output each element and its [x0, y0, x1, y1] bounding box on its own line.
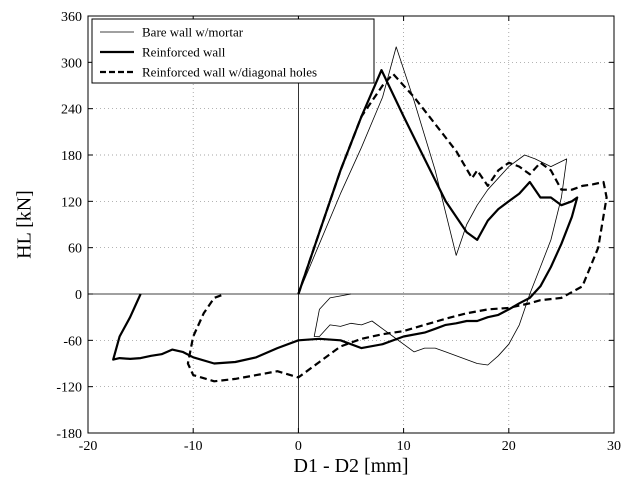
- series-line-2: [112, 69, 579, 365]
- y-tick-label: 240: [61, 103, 82, 118]
- series-line-1: [298, 46, 568, 366]
- x-tick-label: -10: [184, 439, 203, 454]
- legend-box: [91, 18, 375, 84]
- x-tick-label: -20: [79, 439, 98, 454]
- y-tick-label: 180: [61, 149, 82, 164]
- series-group: [112, 46, 608, 383]
- x-tick-label: 30: [607, 439, 621, 454]
- legend-label-3: Reinforced wall w/diagonal holes: [142, 65, 317, 80]
- y-tick-label: -120: [56, 381, 82, 396]
- legend-label-2: Reinforced wall: [142, 45, 226, 60]
- grid: [88, 16, 614, 433]
- y-tick-label: 120: [61, 195, 82, 210]
- legend: Bare wall w/mortar Reinforced wall Reinfor…: [91, 18, 375, 84]
- series-line-3: [186, 72, 608, 383]
- y-tick-label: -180: [56, 427, 82, 442]
- y-tick-label: -60: [63, 334, 82, 349]
- ticks: -20 -10 0 10 20 30 -180 -120 -60 0 60 120 180 240 300 3…: [56, 10, 621, 454]
- x-tick-label: 10: [397, 439, 411, 454]
- x-tick-label: 0: [295, 439, 302, 454]
- y-tick-label: 60: [68, 242, 82, 257]
- y-axis-title: HL [kN]: [14, 190, 36, 259]
- y-tick-label: 0: [75, 288, 82, 303]
- plot-frame: [87, 15, 615, 434]
- x-axis-title: D1 - D2 [mm]: [294, 455, 409, 477]
- y-tick-label: 360: [61, 10, 82, 25]
- y-tick-label: 300: [61, 56, 82, 71]
- legend-label-1: Bare wall w/mortar: [142, 25, 244, 40]
- x-tick-label: 20: [502, 439, 516, 454]
